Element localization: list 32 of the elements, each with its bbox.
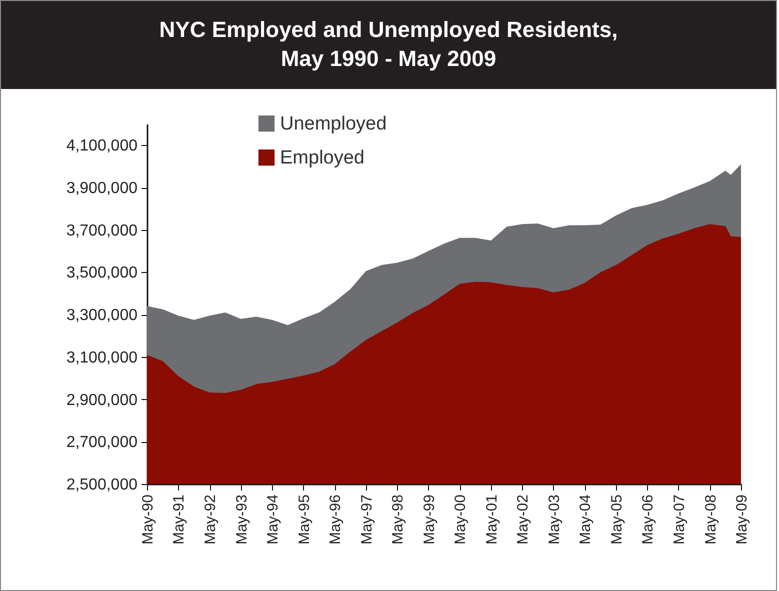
y-tick-label: 3,100,000 xyxy=(66,349,138,366)
x-tick-label: May-06 xyxy=(640,494,657,545)
legend-label: Unemployed xyxy=(280,114,387,134)
x-tick-label: May-92 xyxy=(202,494,220,545)
x-tick-label: May-03 xyxy=(546,494,563,545)
x-tick-label: May-08 xyxy=(702,494,720,545)
y-tick-label: 3,300,000 xyxy=(66,307,138,324)
x-tick-label: May-07 xyxy=(670,494,688,545)
y-tick-label: 3,500,000 xyxy=(66,264,138,282)
x-tick-label: May-02 xyxy=(514,494,532,545)
x-tick-label: May-05 xyxy=(608,494,626,545)
y-tick-label: 4,100,000 xyxy=(66,138,138,155)
x-tick-label: May-01 xyxy=(483,494,500,545)
x-tick-label: May-91 xyxy=(170,494,188,545)
x-tick-label: May-99 xyxy=(420,494,438,545)
x-tick-label: May-04 xyxy=(577,494,594,545)
legend-label: Employed xyxy=(280,148,364,168)
x-tick-label: May-95 xyxy=(296,494,313,545)
chart-title: NYC Employed and Unemployed Residents, May 1990 - May 2009 xyxy=(1,1,776,89)
y-tick-label: 3,700,000 xyxy=(66,222,138,240)
x-tick-label: May-09 xyxy=(734,494,750,545)
y-tick-label: 2,500,000 xyxy=(66,476,138,494)
x-tick-label: May-93 xyxy=(233,494,250,545)
x-tick-label: May-98 xyxy=(390,494,407,545)
y-tick-label: 2,700,000 xyxy=(66,434,138,452)
x-tick-label: May-96 xyxy=(327,494,344,545)
x-tick-label: May-97 xyxy=(358,494,376,545)
x-tick-label: May-00 xyxy=(452,494,470,545)
y-tick-label: 3,900,000 xyxy=(66,180,138,198)
x-tick-label: May-94 xyxy=(264,494,282,545)
x-tick-label: May-90 xyxy=(140,494,156,545)
y-tick-label: 2,900,000 xyxy=(66,392,138,409)
